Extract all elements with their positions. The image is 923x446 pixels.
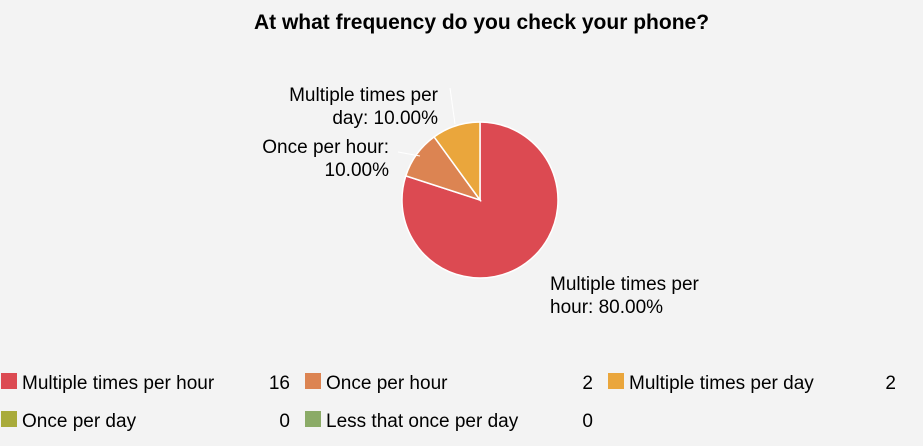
legend-count: 16 [268, 373, 290, 394]
legend-label: Multiple times per hour [22, 373, 215, 394]
legend-count: 0 [582, 411, 593, 432]
legend-swatch [1, 411, 17, 427]
legend-label: Multiple times per day [629, 373, 814, 394]
slice-label-line: Multiple times per [289, 85, 438, 106]
leader-line [397, 151, 421, 157]
slice-label-multiple-times-per-hour: Multiple times per hour: 80.00% [550, 273, 750, 319]
leader-line [449, 87, 456, 125]
chart-title: At what frequency do you check your phon… [253, 11, 710, 34]
slice-label-line: day: 10.00% [332, 108, 438, 129]
legend-item-less-that-once-per-day: Less that once per day 0 [305, 410, 593, 434]
legend-item-once-per-day: Once per day 0 [1, 410, 290, 434]
legend-label: Once per hour [326, 373, 448, 394]
legend-item-multiple-times-per-hour: Multiple times per hour 16 [1, 372, 290, 396]
slice-label-once-per-hour: Once per hour: 10.00% [190, 136, 389, 182]
label-leader-lines [397, 87, 456, 157]
legend-swatch [305, 373, 321, 389]
legend-count: 2 [582, 373, 593, 394]
pie-slices [401, 121, 559, 279]
pie-slice-multiple-times-per-day [433, 121, 481, 203]
slice-label-line: hour: 80.00% [550, 297, 664, 318]
legend-item-multiple-times-per-day: Multiple times per day 2 [608, 372, 896, 396]
slice-label-line: Multiple times per [550, 274, 699, 295]
slice-label-line: Once per hour: [262, 137, 389, 158]
legend-swatch [305, 411, 321, 427]
legend-label: Less that once per day [326, 411, 519, 432]
legend-label: Once per day [22, 411, 137, 432]
legend-count: 2 [885, 373, 896, 394]
slice-label-multiple-times-per-day: Multiple times per day: 10.00% [238, 84, 438, 130]
slice-label-line: 10.00% [324, 160, 389, 181]
legend-swatch [1, 373, 17, 389]
legend-swatch [608, 373, 624, 389]
legend-item-once-per-hour: Once per hour 2 [305, 372, 593, 396]
legend-count: 0 [279, 411, 290, 432]
